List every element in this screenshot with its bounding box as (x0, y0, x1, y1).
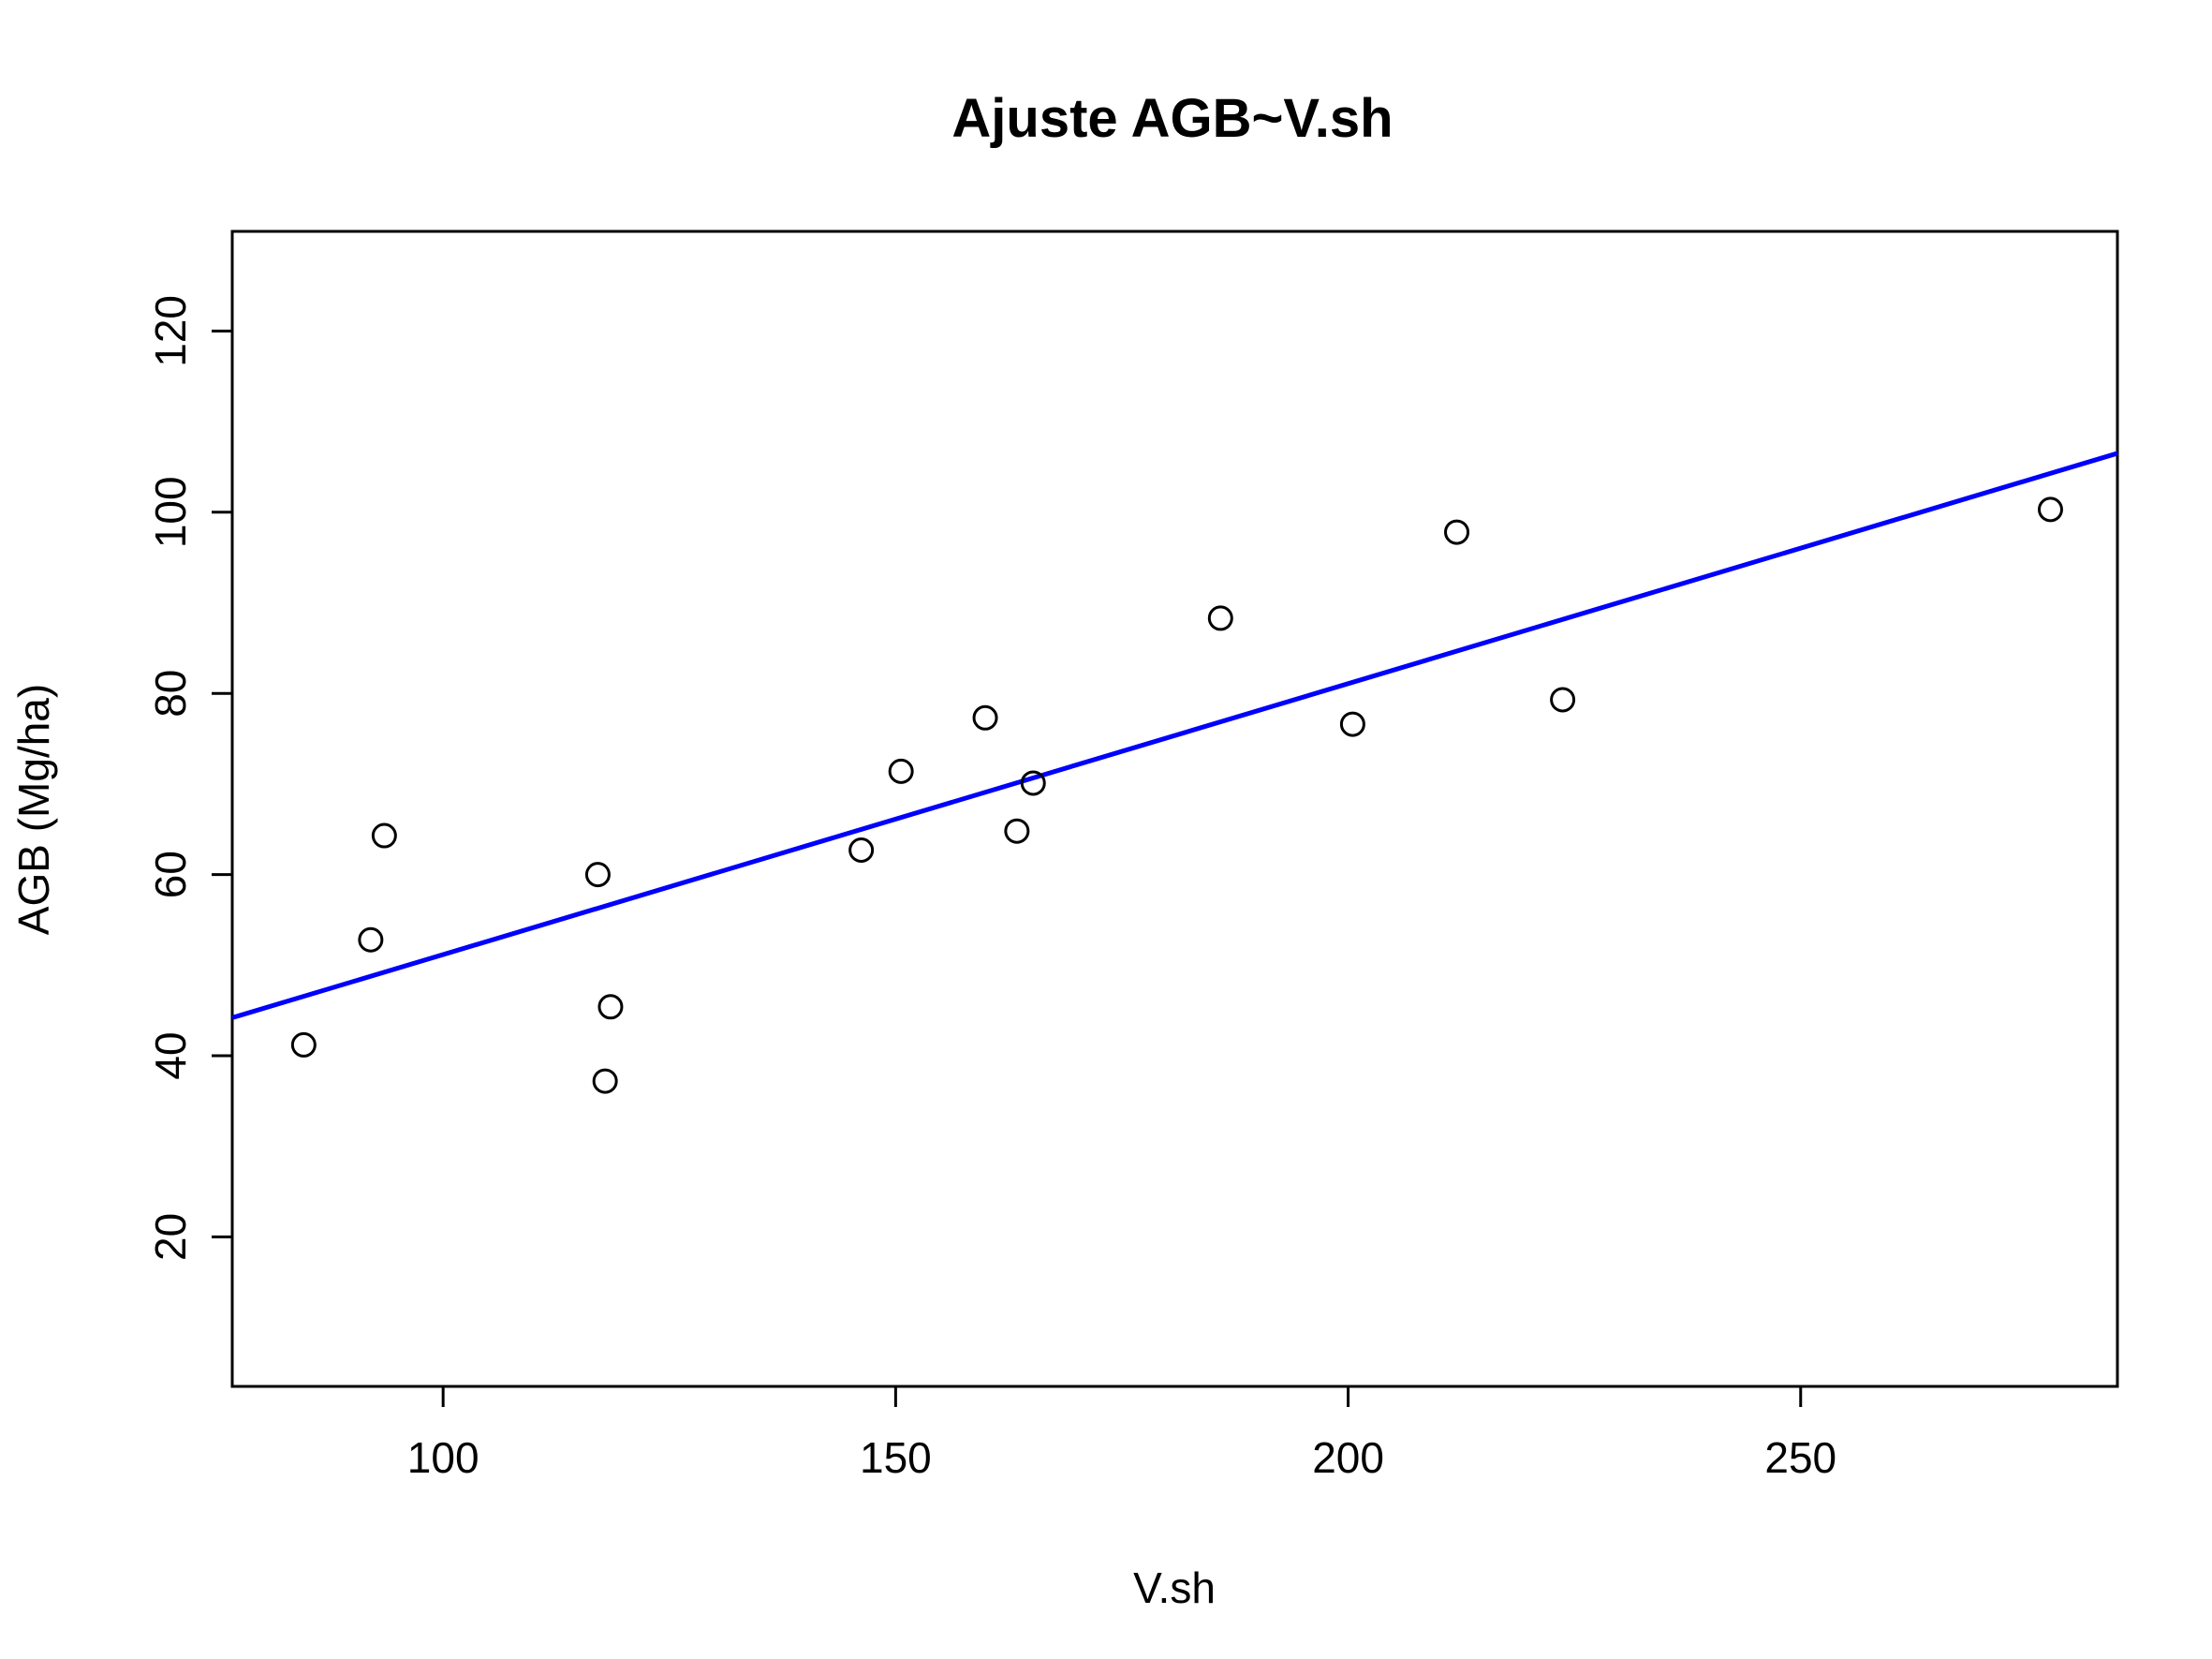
data-point (1550, 687, 1576, 713)
plot-frame (230, 230, 2119, 1388)
fit-line-layer (231, 451, 2118, 1020)
x-tick-label: 250 (1764, 1433, 1836, 1482)
chart-title: Ajuste AGB~V.sh (951, 88, 1393, 149)
data-point (584, 862, 611, 888)
data-point (597, 994, 624, 1020)
x-tick-label: 150 (860, 1433, 932, 1482)
data-point (972, 704, 998, 731)
data-point (290, 1031, 317, 1058)
y-axis-label: AGB (Mg/ha) (9, 684, 58, 935)
x-axis: 100 150 200 250 (407, 1385, 1836, 1482)
data-point (1444, 519, 1470, 545)
y-tick-label: 120 (146, 295, 195, 367)
data-point (848, 837, 875, 864)
data-points-layer (290, 496, 2063, 1094)
data-point (371, 822, 397, 849)
x-axis-label: V.sh (1133, 1563, 1216, 1612)
y-tick-label: 80 (146, 670, 195, 718)
data-point (1020, 770, 1046, 796)
x-tick-label: 200 (1312, 1433, 1384, 1482)
data-point (1004, 818, 1030, 844)
regression-line (231, 451, 2118, 1020)
data-point (358, 926, 384, 953)
data-point (2037, 496, 2063, 523)
y-tick-label: 40 (146, 1031, 195, 1079)
y-axis: 20 40 60 80 100 120 (146, 295, 234, 1261)
data-point (888, 758, 914, 784)
data-point (1339, 711, 1365, 737)
x-tick-label: 100 (407, 1433, 479, 1482)
y-tick-label: 20 (146, 1213, 195, 1261)
data-point (592, 1068, 618, 1094)
y-tick-label: 100 (146, 476, 195, 548)
data-point (1207, 605, 1233, 631)
y-tick-label: 60 (146, 851, 195, 898)
